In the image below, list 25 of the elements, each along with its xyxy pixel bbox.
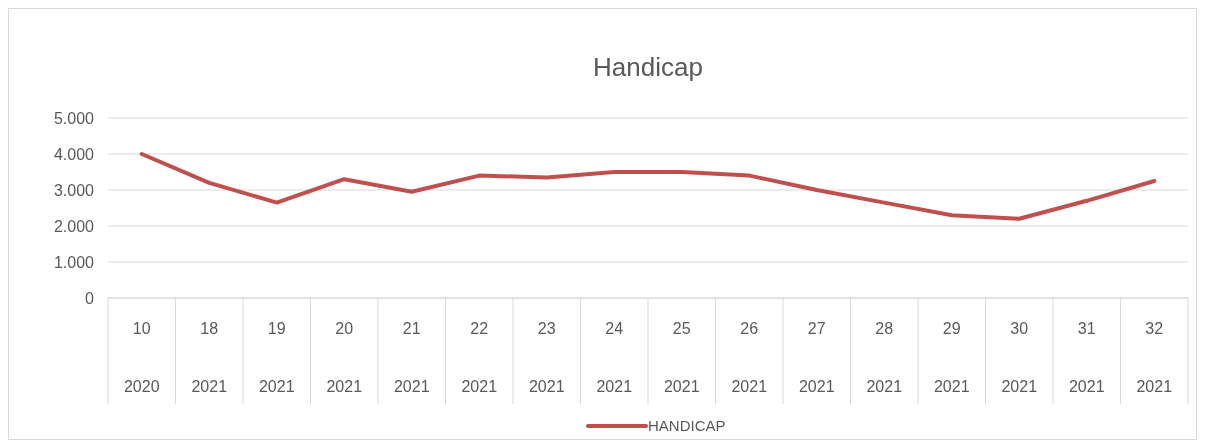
y-tick-label: 4.000 <box>53 145 95 163</box>
y-tick-label: 1.000 <box>53 253 95 271</box>
y-tick-label: 2.000 <box>53 217 95 235</box>
category-label: 21 2021 <box>393 320 430 395</box>
category-label: 10 2020 <box>123 320 160 395</box>
y-tick-label: 0 <box>85 289 95 307</box>
category-label: 27 2021 <box>798 320 835 395</box>
category-label: 26 2021 <box>731 320 768 395</box>
category-label: 22 2021 <box>461 320 498 395</box>
category-label: 19 2021 <box>258 320 295 395</box>
y-tick-label: 3.000 <box>53 181 95 199</box>
category-label: 31 2021 <box>1068 320 1105 395</box>
category-label: 29 2021 <box>933 320 970 395</box>
legend-label: HANDICAP <box>648 417 726 435</box>
line-series <box>139 152 1157 221</box>
category-label: 23 2021 <box>528 320 565 395</box>
category-label: 25 2021 <box>663 320 700 395</box>
category-label: 30 2021 <box>1001 320 1038 395</box>
chart-title: Handicap <box>593 52 703 82</box>
category-label: 18 2021 <box>191 320 228 395</box>
y-tick-label: 5.000 <box>53 109 95 127</box>
category-label: 28 2021 <box>866 320 903 395</box>
category-label: 32 2021 <box>1136 320 1173 395</box>
category-label: 24 2021 <box>596 320 633 395</box>
category-label: 20 2021 <box>326 320 363 395</box>
